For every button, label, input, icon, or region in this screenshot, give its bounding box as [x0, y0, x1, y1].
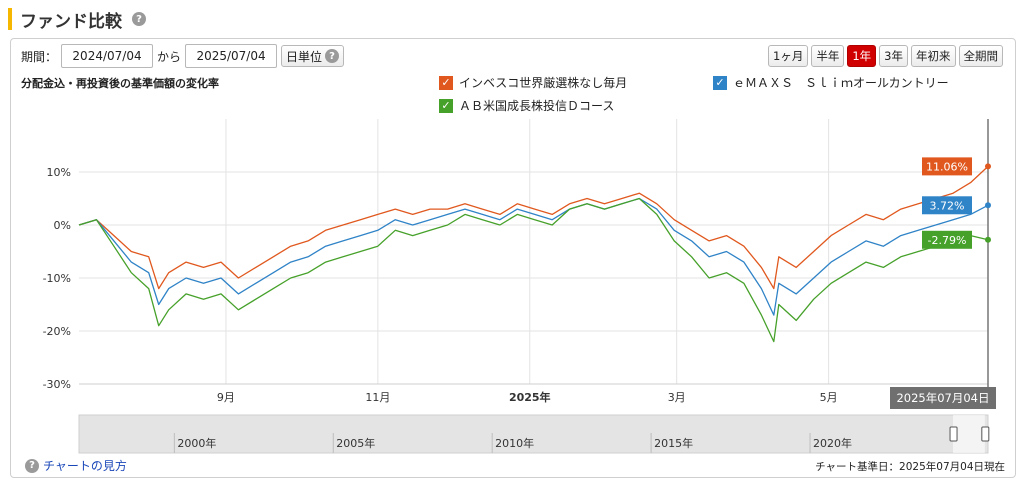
help-icon[interactable]: ?: [132, 12, 146, 26]
cursor-date-label: 2025年07月04日: [896, 391, 989, 405]
legend-label-invesco: インベスコ世界厳選株なし毎月: [459, 76, 628, 90]
guide-help-icon: ?: [25, 458, 39, 473]
x-tick-label: 5月: [820, 391, 838, 404]
series-line: [78, 165, 989, 290]
navigator-tick-label: 2020年: [813, 436, 852, 450]
series-end-label-box: [922, 196, 972, 215]
x-tick-label: 9月: [217, 391, 235, 404]
series-end-marker: [985, 236, 991, 243]
series-end-label-box: [922, 230, 972, 249]
daily-unit-button[interactable]: 日単位 ?: [281, 45, 345, 67]
navigator-tick-label: 2000年: [177, 436, 216, 450]
page-header: ファンド比較 ?: [8, 6, 146, 32]
range-1month-button[interactable]: 1ヶ月: [768, 45, 809, 67]
chart-panel: 期間： から 日単位 ? 1ヶ月 半年 1年 3年 年初来 全期間 分配金込・再…: [10, 38, 1016, 478]
unit-help-icon: ?: [325, 49, 340, 63]
navigator-tick-label: 2005年: [336, 436, 375, 450]
series-end-label: 11.06%: [926, 160, 968, 173]
navigator-tick-label: 2015年: [654, 436, 693, 450]
navigator-right-handle: [981, 426, 990, 442]
check-icon[interactable]: ✓: [439, 75, 453, 90]
series-end-marker: [985, 202, 991, 209]
start-date-input[interactable]: [61, 44, 154, 68]
daily-unit-label: 日単位: [286, 49, 323, 64]
range-half-year-button[interactable]: 半年: [811, 45, 845, 67]
period-label: 期間：: [21, 49, 58, 64]
x-tick-label: 3月: [668, 391, 686, 404]
range-buttons: 1ヶ月 半年 1年 3年 年初来 全期間: [768, 45, 1003, 67]
x-tick-label: 2025年: [509, 390, 551, 404]
navigator-background: [78, 414, 989, 454]
y-tick-label: 10%: [47, 166, 71, 179]
navigator-tick-label: 2010年: [495, 436, 534, 450]
legend-label-ab: ＡＢ米国成長株投信Ｄコース: [459, 99, 615, 113]
range-ytd-button[interactable]: 年初来: [911, 45, 956, 67]
chart-base-date: チャート基準日：2025年07月04日現在: [815, 461, 1005, 473]
series-end-marker: [985, 163, 991, 170]
check-icon[interactable]: ✓: [713, 75, 727, 90]
legend-label-emaxis: ｅＭＡＸＳ Ｓｌｉｍオールカントリー: [733, 76, 949, 90]
range-1year-button[interactable]: 1年: [847, 45, 877, 67]
period-separator: から: [157, 49, 182, 64]
chart-guide-link[interactable]: ? チャートの見方: [25, 457, 127, 474]
legend-item-invesco[interactable]: ✓ インベスコ世界厳選株なし毎月: [439, 74, 627, 91]
y-tick-label: -20%: [43, 325, 71, 338]
series-line: [78, 197, 989, 316]
x-tick-label: 11月: [365, 391, 390, 404]
page-title: ファンド比較: [20, 11, 122, 32]
series-end-label: -2.79%: [928, 234, 967, 247]
range-all-button[interactable]: 全期間: [958, 45, 1003, 67]
navigator-selection: [953, 415, 985, 453]
chart-subtitle: 分配金込・再投資後の基準価額の変化率: [21, 77, 219, 90]
series-line: [78, 197, 989, 343]
range-3year-button[interactable]: 3年: [879, 45, 908, 67]
series-end-label: 3.72%: [930, 199, 965, 212]
cursor-date-box: [890, 387, 996, 409]
navigator-left-handle: [949, 426, 958, 442]
end-date-input[interactable]: [185, 44, 278, 68]
header-accent-bar: [8, 8, 12, 30]
y-tick-label: 0%: [54, 219, 71, 232]
y-tick-label: -30%: [43, 378, 71, 391]
y-tick-label: -10%: [43, 272, 71, 285]
check-icon[interactable]: ✓: [439, 98, 453, 113]
chart-guide-label: チャートの見方: [43, 459, 127, 473]
legend-item-emaxis[interactable]: ✓ ｅＭＡＸＳ Ｓｌｉｍオールカントリー: [713, 74, 949, 91]
legend-item-ab[interactable]: ✓ ＡＢ米国成長株投信Ｄコース: [439, 97, 614, 114]
series-end-label-box: [922, 157, 972, 176]
period-controls: 期間： から 日単位 ?: [21, 44, 345, 68]
line-chart: 10% 0% -10% -20% -30% 9月 11月 2025年 3月 5月 11.06% 3.7…: [43, 119, 996, 454]
